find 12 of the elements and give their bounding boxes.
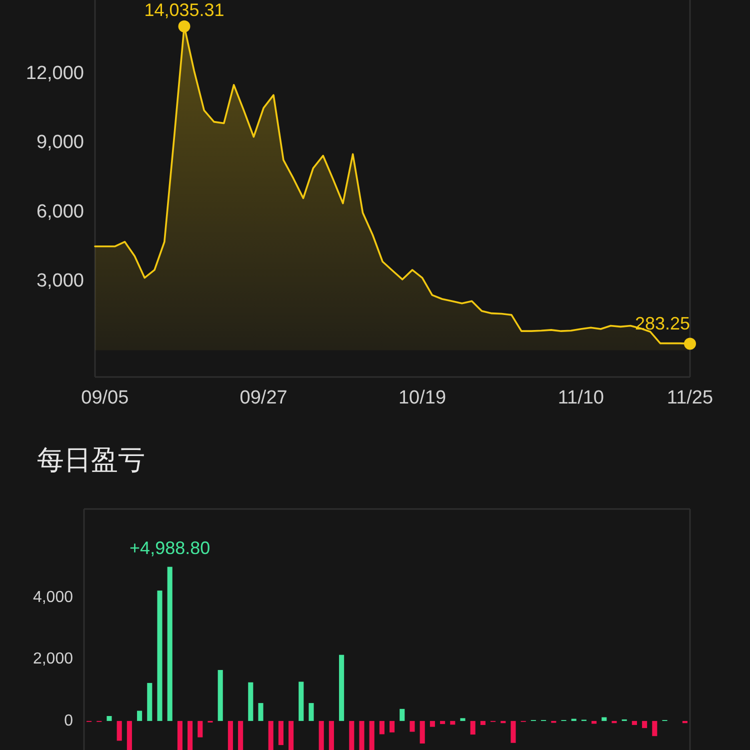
x-tick-label: 11/10	[558, 388, 604, 408]
y-tick-label: 12,000	[26, 62, 84, 84]
y-tick-label: 9,000	[36, 132, 84, 154]
y-tick-label: 3,000	[36, 270, 84, 292]
y-tick-label: 0	[64, 712, 74, 730]
data-label: 283.25	[634, 314, 690, 334]
x-tick-label: 09/05	[81, 388, 129, 408]
x-tick-label: 09/27	[240, 388, 288, 408]
data-label: 14,035.31	[144, 0, 224, 20]
x-tick-label: 11/25	[666, 388, 714, 408]
y-tick-label: 6,000	[36, 201, 84, 222]
x-tick-label: 10/19	[398, 388, 446, 408]
